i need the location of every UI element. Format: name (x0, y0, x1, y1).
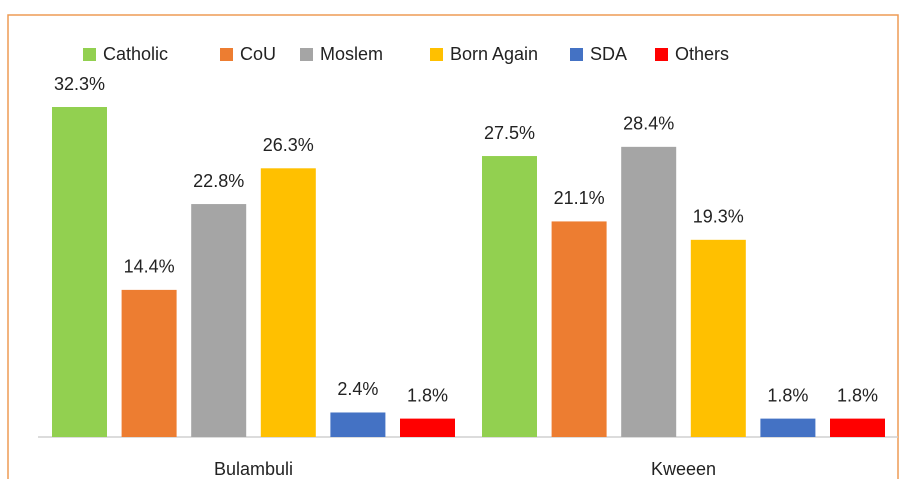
bar (482, 156, 537, 437)
legend-swatch (570, 48, 583, 61)
legend-label: SDA (590, 44, 627, 64)
legend-label: CoU (240, 44, 276, 64)
data-label: 27.5% (484, 123, 535, 143)
data-label: 28.4% (623, 114, 674, 134)
data-label: 1.8% (407, 385, 448, 405)
bar (121, 289, 177, 437)
data-label: 1.8% (767, 385, 808, 405)
bar (690, 239, 746, 437)
legend-label: Born Again (450, 44, 538, 64)
x-tick-label: Kweeen (651, 459, 716, 479)
bar (52, 107, 107, 437)
data-label: 1.8% (837, 385, 878, 405)
chart-border (7, 14, 899, 479)
legend-label: Catholic (103, 44, 168, 64)
bar (760, 418, 816, 437)
bar (621, 146, 677, 437)
data-label: 19.3% (693, 207, 744, 227)
legend-label: Others (675, 44, 729, 64)
x-tick-label: Bulambuli (214, 459, 293, 479)
data-label: 2.4% (337, 379, 378, 399)
data-label: 22.8% (193, 171, 244, 191)
bar (330, 412, 386, 437)
bar (551, 221, 607, 437)
legend-swatch (655, 48, 668, 61)
legend-swatch (220, 48, 233, 61)
legend-swatch (300, 48, 313, 61)
bar (260, 168, 316, 438)
data-label: 14.4% (124, 257, 175, 277)
bar (191, 204, 247, 437)
bar (400, 418, 455, 437)
data-label: 21.1% (554, 188, 605, 208)
bar (830, 418, 885, 437)
legend-swatch (83, 48, 96, 61)
data-label: 26.3% (263, 135, 314, 155)
legend-swatch (430, 48, 443, 61)
legend-label: Moslem (320, 44, 383, 64)
data-label: 32.3% (54, 74, 105, 94)
